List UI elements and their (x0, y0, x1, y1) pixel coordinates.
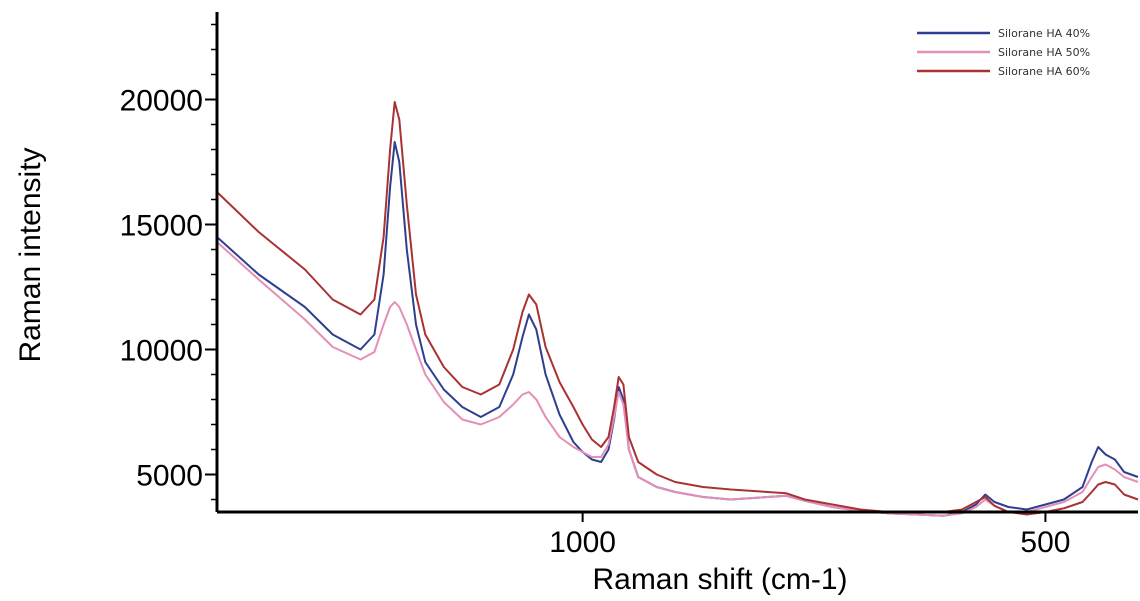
y-tick-label: 15000 (120, 210, 203, 243)
x-axis-title: Raman shift (cm-1) (592, 563, 847, 596)
series-lines (216, 101, 1139, 517)
y-axis-ticks: 5000 10000 15000 20000 (120, 85, 217, 493)
series-line-1 (216, 141, 1139, 517)
series-line-3 (216, 101, 1139, 516)
x-axis-ticks: 1000 500 (549, 512, 1070, 559)
y-axis-title: Raman intensity (14, 147, 47, 362)
legend-label-3: Silorane HA 60% (998, 65, 1090, 78)
y-tick-label: 20000 (120, 85, 203, 118)
x-tick-label: 500 (1020, 526, 1070, 559)
y-tick-label: 10000 (120, 335, 203, 368)
legend-label-1: Silorane HA 40% (998, 27, 1090, 40)
legend: Silorane HA 40% Silorane HA 50% Silorane H… (917, 27, 1090, 78)
x-tick-label: 1000 (549, 526, 616, 559)
legend-label-2: Silorane HA 50% (998, 46, 1090, 59)
y-tick-label: 5000 (136, 460, 203, 493)
series-line-2 (216, 241, 1139, 517)
